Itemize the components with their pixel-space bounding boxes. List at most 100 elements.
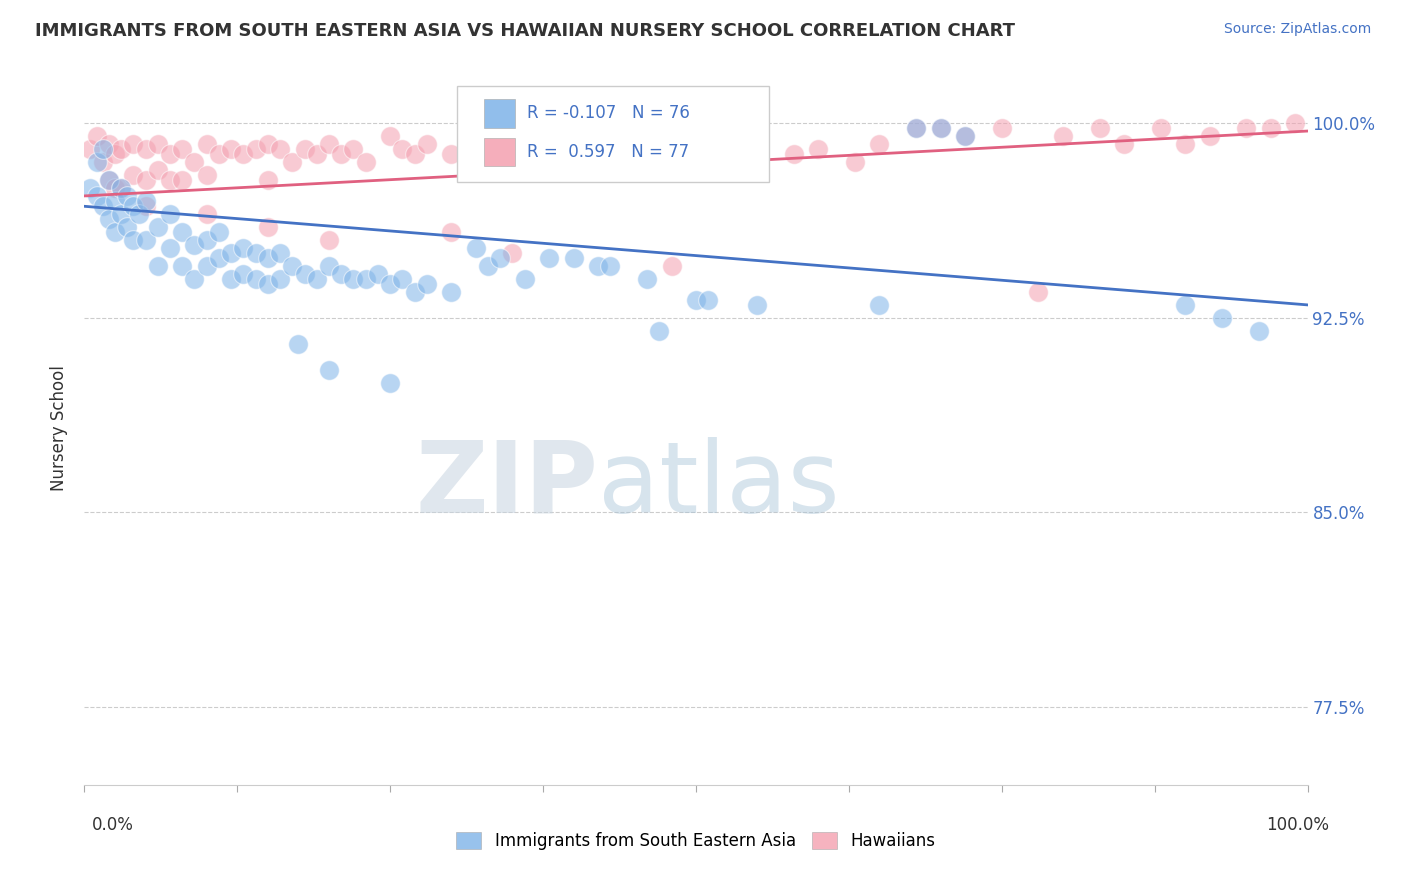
Point bbox=[245, 272, 267, 286]
Point bbox=[122, 199, 145, 213]
Point bbox=[97, 173, 120, 187]
Point bbox=[747, 298, 769, 312]
FancyBboxPatch shape bbox=[484, 99, 515, 128]
Point bbox=[232, 241, 254, 255]
Point bbox=[440, 225, 463, 239]
Point bbox=[135, 142, 157, 156]
Point bbox=[953, 129, 976, 144]
Point bbox=[562, 142, 585, 156]
Point bbox=[599, 259, 621, 273]
Point bbox=[661, 147, 683, 161]
Point bbox=[183, 272, 205, 286]
Point bbox=[648, 324, 671, 338]
Point bbox=[586, 147, 609, 161]
Point bbox=[172, 173, 194, 187]
Point bbox=[502, 246, 524, 260]
Text: R = -0.107   N = 76: R = -0.107 N = 76 bbox=[527, 104, 690, 122]
Point bbox=[586, 259, 609, 273]
Point bbox=[281, 155, 304, 169]
Point bbox=[219, 142, 242, 156]
Point bbox=[404, 147, 426, 161]
Point bbox=[135, 173, 157, 187]
Legend: Immigrants from South Eastern Asia, Hawaiians: Immigrants from South Eastern Asia, Hawa… bbox=[449, 824, 943, 859]
FancyBboxPatch shape bbox=[484, 137, 515, 166]
Point bbox=[440, 147, 463, 161]
Point bbox=[905, 121, 928, 136]
Point bbox=[416, 136, 439, 151]
Point bbox=[269, 246, 291, 260]
Point bbox=[91, 155, 114, 169]
Point bbox=[709, 155, 731, 169]
Point bbox=[219, 272, 242, 286]
Point bbox=[146, 220, 169, 235]
Point bbox=[869, 136, 891, 151]
FancyBboxPatch shape bbox=[457, 86, 769, 182]
Point bbox=[489, 136, 512, 151]
Point bbox=[86, 129, 108, 144]
Point bbox=[172, 259, 194, 273]
Point bbox=[342, 142, 364, 156]
Point bbox=[110, 207, 132, 221]
Text: 100.0%: 100.0% bbox=[1265, 816, 1329, 834]
Point bbox=[380, 277, 402, 292]
Point bbox=[110, 181, 132, 195]
Point bbox=[991, 121, 1014, 136]
Point bbox=[245, 246, 267, 260]
Point bbox=[489, 251, 512, 265]
Point bbox=[122, 233, 145, 247]
Point bbox=[287, 336, 309, 351]
Point bbox=[391, 272, 413, 286]
Point bbox=[1260, 121, 1282, 136]
Point bbox=[294, 142, 316, 156]
Point bbox=[232, 147, 254, 161]
Point bbox=[146, 259, 169, 273]
Point bbox=[342, 272, 364, 286]
Text: Source: ZipAtlas.com: Source: ZipAtlas.com bbox=[1223, 22, 1371, 37]
Point bbox=[183, 155, 205, 169]
Point bbox=[953, 129, 976, 144]
Point bbox=[104, 147, 127, 161]
Point bbox=[697, 293, 720, 307]
Point bbox=[257, 136, 280, 151]
Point bbox=[257, 277, 280, 292]
Text: R =  0.597   N = 77: R = 0.597 N = 77 bbox=[527, 143, 689, 161]
Point bbox=[91, 142, 114, 156]
Point bbox=[1088, 121, 1111, 136]
Point bbox=[281, 259, 304, 273]
Point bbox=[208, 147, 231, 161]
Y-axis label: Nursery School: Nursery School bbox=[51, 365, 69, 491]
Point bbox=[807, 142, 830, 156]
Point bbox=[115, 189, 138, 203]
Point bbox=[146, 136, 169, 151]
Point bbox=[110, 142, 132, 156]
Point bbox=[905, 121, 928, 136]
Point bbox=[195, 259, 218, 273]
Point bbox=[685, 142, 707, 156]
Point bbox=[929, 121, 952, 136]
Point bbox=[208, 251, 231, 265]
Point bbox=[330, 267, 353, 281]
Point bbox=[245, 142, 267, 156]
Point bbox=[318, 136, 340, 151]
Text: 0.0%: 0.0% bbox=[91, 816, 134, 834]
Point bbox=[330, 147, 353, 161]
Point bbox=[1052, 129, 1074, 144]
Point bbox=[195, 168, 218, 182]
Point bbox=[1211, 310, 1233, 325]
Point bbox=[477, 259, 499, 273]
Point bbox=[104, 225, 127, 239]
Point bbox=[869, 298, 891, 312]
Point bbox=[367, 267, 389, 281]
Point bbox=[269, 142, 291, 156]
Point bbox=[636, 272, 658, 286]
Point bbox=[783, 147, 806, 161]
Text: ZIP: ZIP bbox=[415, 437, 598, 533]
Point bbox=[1028, 285, 1050, 299]
Point bbox=[219, 246, 242, 260]
Point bbox=[354, 155, 377, 169]
Point bbox=[391, 142, 413, 156]
Point bbox=[91, 199, 114, 213]
Point bbox=[305, 272, 328, 286]
Point bbox=[416, 277, 439, 292]
Point bbox=[354, 272, 377, 286]
